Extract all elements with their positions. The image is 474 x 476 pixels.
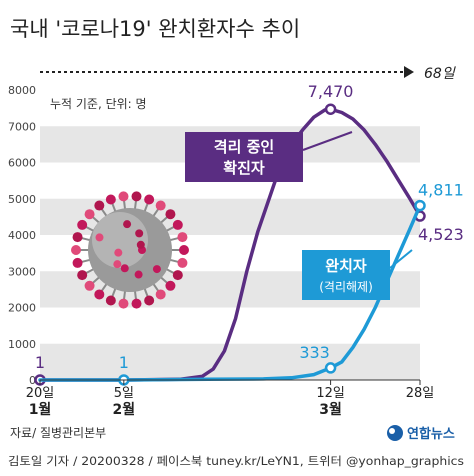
virus-spike-tip — [172, 270, 183, 281]
data-value-label: 333 — [299, 343, 330, 362]
virus-surface-protein — [136, 240, 145, 249]
credit-line: 김토일 기자 / 20200328 / 페이스북 tuney.kr/LeYN1,… — [8, 454, 464, 468]
virus-spike-tip — [144, 295, 155, 306]
brand-logo: 연합뉴스 — [387, 425, 455, 442]
virus-body-highlight — [92, 212, 148, 268]
coronavirus-illustration — [71, 191, 189, 309]
virus-spike-tip — [131, 191, 142, 202]
y-tick-label: 5000 — [8, 193, 36, 206]
virus-spike-tip — [72, 257, 83, 268]
isolated-callout-box — [185, 132, 303, 182]
virus-spike-tip — [72, 232, 83, 243]
isolated-callout-pointer — [302, 131, 353, 151]
virus-spike-tip — [105, 295, 116, 306]
virus-surface-protein — [135, 229, 144, 238]
y-tick-label: 7000 — [8, 120, 36, 133]
virus-spike-tip — [71, 245, 81, 255]
virus-spike-tip — [144, 194, 155, 205]
brand-name: 연합뉴스 — [407, 426, 455, 442]
virus-spike-tip — [177, 257, 188, 268]
isolated-callout: 격리 중인 확진자 — [185, 131, 353, 182]
virus-spike-tip — [77, 219, 88, 230]
data-point-marker — [414, 199, 426, 212]
y-tick-label: 6000 — [8, 157, 36, 170]
y-axis: 0 1000 2000 3000 4000 5000 6000 7000 8000 — [8, 84, 36, 387]
virus-surface-protein — [113, 260, 122, 269]
data-value-label: 1 — [35, 353, 45, 372]
x-month-label: 1월 — [29, 401, 52, 418]
unit-note: 누적 기준, 단위: 명 — [50, 97, 147, 111]
data-value-label: 4,523 — [418, 225, 464, 244]
virus-spike-tip — [84, 209, 95, 220]
virus-surface-protein — [95, 233, 104, 242]
x-tick-label: 12일 — [316, 386, 345, 401]
recovered-callout-pointer — [389, 249, 413, 269]
recovered-callout: 완치자 (격리해제) — [302, 249, 413, 300]
x-month-label: 3월 — [319, 401, 342, 418]
recovered-callout-sublabel: (격리해제) — [319, 280, 373, 294]
virus-spike-tip — [131, 298, 142, 309]
virus-spike-tip — [94, 289, 105, 300]
grid-band — [40, 343, 420, 380]
x-tick-label: 28일 — [406, 386, 435, 401]
virus-spike-tip — [77, 270, 88, 281]
chart-title: 국내 '코로나19' 완치환자수 추이 — [10, 17, 300, 41]
virus-surface-protein — [123, 220, 132, 229]
virus-surface-protein — [114, 248, 123, 257]
virus-spike-tip — [94, 200, 105, 211]
isolated-callout-line1: 격리 중인 — [214, 138, 274, 156]
virus-spike-tip — [172, 219, 183, 230]
virus-spike-tip — [118, 298, 129, 309]
brand-logo-icon — [387, 425, 403, 441]
virus-spike-tip — [179, 245, 189, 255]
virus-spike-tip — [165, 209, 176, 220]
virus-spike-tip — [177, 232, 188, 243]
virus-spike-tip — [118, 191, 129, 202]
y-tick-label: 8000 — [8, 84, 36, 97]
x-month-label: 2월 — [113, 401, 136, 418]
y-tick-label: 2000 — [8, 302, 36, 315]
x-tick-label: 5일 — [114, 386, 134, 401]
y-tick-label: 3000 — [8, 265, 36, 278]
duration-arrowhead — [404, 66, 414, 78]
y-tick-label: 4000 — [8, 229, 36, 242]
data-point-marker — [324, 362, 337, 374]
x-tick-label: 20일 — [26, 386, 55, 401]
data-value-label: 7,470 — [308, 82, 354, 101]
y-tick-label: 1000 — [8, 338, 36, 351]
virus-spike-tip — [105, 194, 116, 205]
data-point-marker — [324, 103, 337, 115]
recovered-callout-box — [302, 250, 390, 300]
data-value-label: 1 — [119, 353, 129, 372]
recovered-callout-name: 완치자 — [325, 257, 367, 275]
virus-surface-protein — [152, 265, 161, 274]
isolated-callout-line2: 확진자 — [223, 159, 265, 177]
virus-spike-tip — [84, 280, 95, 291]
y-tick-label: 0 — [29, 374, 36, 387]
virus-spike-tip — [155, 289, 166, 300]
data-value-label: 4,811 — [418, 181, 464, 200]
virus-surface-protein — [120, 264, 129, 273]
virus-surface-protein — [134, 270, 143, 279]
duration-label: 68일 — [424, 66, 456, 82]
source-note: 자료/ 질병관리본부 — [10, 426, 106, 440]
virus-spike-tip — [165, 280, 176, 291]
virus-spike-tip — [155, 200, 166, 211]
brand-logo-icon-dot — [389, 428, 395, 434]
